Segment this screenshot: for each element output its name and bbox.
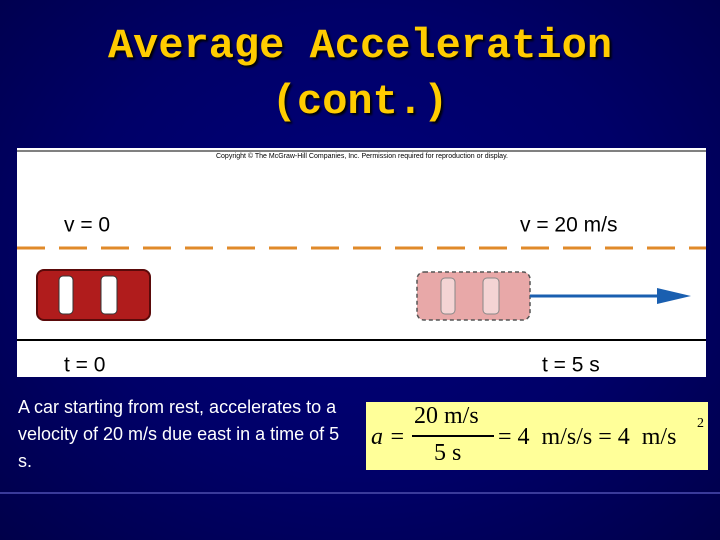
formula-rhs: = 4 m/s/s = 4 m/s bbox=[498, 424, 677, 450]
title-line: (cont.) bbox=[271, 78, 449, 126]
footer-rule bbox=[0, 492, 720, 494]
velocity-arrow bbox=[530, 288, 691, 304]
start-velocity: v = 0 bbox=[64, 214, 110, 237]
end-velocity: v = 20 m/s bbox=[520, 214, 617, 237]
formula-numerator: 20 m/s bbox=[414, 403, 479, 429]
formula-denominator: 5 s bbox=[434, 440, 462, 466]
car-start bbox=[36, 269, 151, 321]
start-time: t = 0 bbox=[64, 354, 105, 377]
title-line: Average Acceleration bbox=[107, 22, 613, 70]
formula: a = 20 m/s 5 s = 4 m/s/s = 4 m/s 2 bbox=[366, 402, 708, 470]
figure-background bbox=[17, 148, 706, 377]
copyright: Copyright © The McGraw-Hill Companies, I… bbox=[216, 152, 508, 160]
fraction-bar bbox=[412, 435, 494, 437]
end-time: t = 5 s bbox=[542, 354, 600, 377]
figure: Copyright © The McGraw-Hill Companies, I… bbox=[17, 148, 706, 377]
body-text: A car starting from rest, accelerates to… bbox=[18, 397, 340, 471]
formula-exponent: 2 bbox=[697, 416, 704, 431]
car-end bbox=[416, 271, 531, 321]
formula-lhs: a = bbox=[371, 424, 406, 450]
